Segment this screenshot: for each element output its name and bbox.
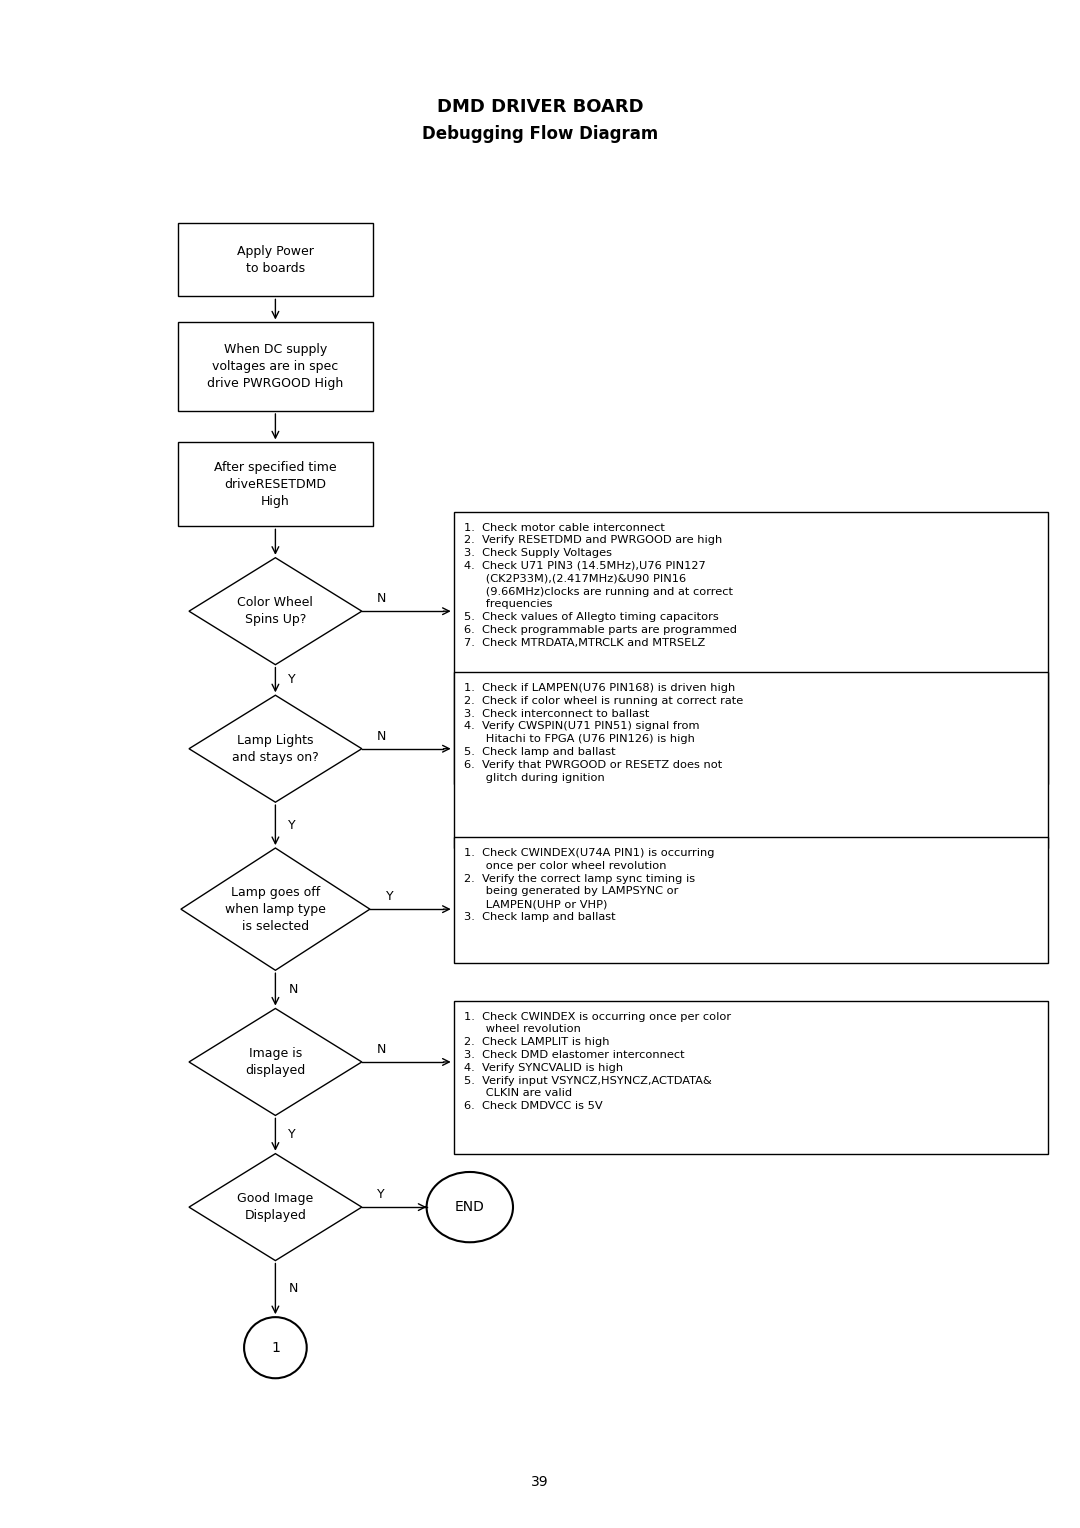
Ellipse shape — [427, 1172, 513, 1242]
Text: Apply Power
to boards: Apply Power to boards — [237, 244, 314, 275]
Polygon shape — [181, 848, 369, 970]
Polygon shape — [189, 695, 362, 802]
Text: Debugging Flow Diagram: Debugging Flow Diagram — [422, 125, 658, 144]
FancyBboxPatch shape — [454, 512, 1048, 784]
Text: Y: Y — [288, 1128, 296, 1141]
Text: N: N — [377, 730, 386, 743]
Text: END: END — [455, 1199, 485, 1215]
Text: Y: Y — [288, 819, 296, 831]
Polygon shape — [189, 1154, 362, 1261]
FancyBboxPatch shape — [454, 672, 1048, 848]
Text: 39: 39 — [531, 1475, 549, 1490]
Text: Y: Y — [288, 674, 296, 686]
Text: N: N — [377, 1044, 386, 1056]
Polygon shape — [189, 1008, 362, 1115]
FancyBboxPatch shape — [178, 223, 373, 296]
Text: Good Image
Displayed: Good Image Displayed — [238, 1192, 313, 1222]
Text: Y: Y — [386, 891, 393, 903]
FancyBboxPatch shape — [178, 322, 373, 411]
Text: When DC supply
voltages are in spec
drive PWRGOOD High: When DC supply voltages are in spec driv… — [207, 344, 343, 390]
Text: 1.  Check CWINDEX(U74A PIN1) is occurring
      once per color wheel revolution
: 1. Check CWINDEX(U74A PIN1) is occurring… — [464, 848, 715, 921]
Ellipse shape — [244, 1317, 307, 1378]
Text: Lamp Lights
and stays on?: Lamp Lights and stays on? — [232, 733, 319, 764]
Text: DMD DRIVER BOARD: DMD DRIVER BOARD — [436, 98, 644, 116]
Text: Color Wheel
Spins Up?: Color Wheel Spins Up? — [238, 596, 313, 626]
Text: 1: 1 — [271, 1340, 280, 1355]
Text: Image is
displayed: Image is displayed — [245, 1047, 306, 1077]
Text: N: N — [288, 983, 298, 996]
FancyBboxPatch shape — [454, 1001, 1048, 1154]
Text: Lamp goes off
when lamp type
is selected: Lamp goes off when lamp type is selected — [225, 886, 326, 932]
FancyBboxPatch shape — [178, 442, 373, 526]
Text: 1.  Check if LAMPEN(U76 PIN168) is driven high
2.  Check if color wheel is runni: 1. Check if LAMPEN(U76 PIN168) is driven… — [464, 683, 744, 782]
Text: 1.  Check motor cable interconnect
2.  Verify RESETDMD and PWRGOOD are high
3.  : 1. Check motor cable interconnect 2. Ver… — [464, 523, 738, 648]
Text: 1.  Check CWINDEX is occurring once per color
      wheel revolution
2.  Check L: 1. Check CWINDEX is occurring once per c… — [464, 1012, 731, 1111]
FancyBboxPatch shape — [454, 837, 1048, 963]
Text: After specified time
driveRESETDMD
High: After specified time driveRESETDMD High — [214, 461, 337, 507]
Text: N: N — [377, 593, 386, 605]
Polygon shape — [189, 558, 362, 665]
Text: N: N — [288, 1282, 298, 1296]
Text: Y: Y — [377, 1189, 386, 1201]
